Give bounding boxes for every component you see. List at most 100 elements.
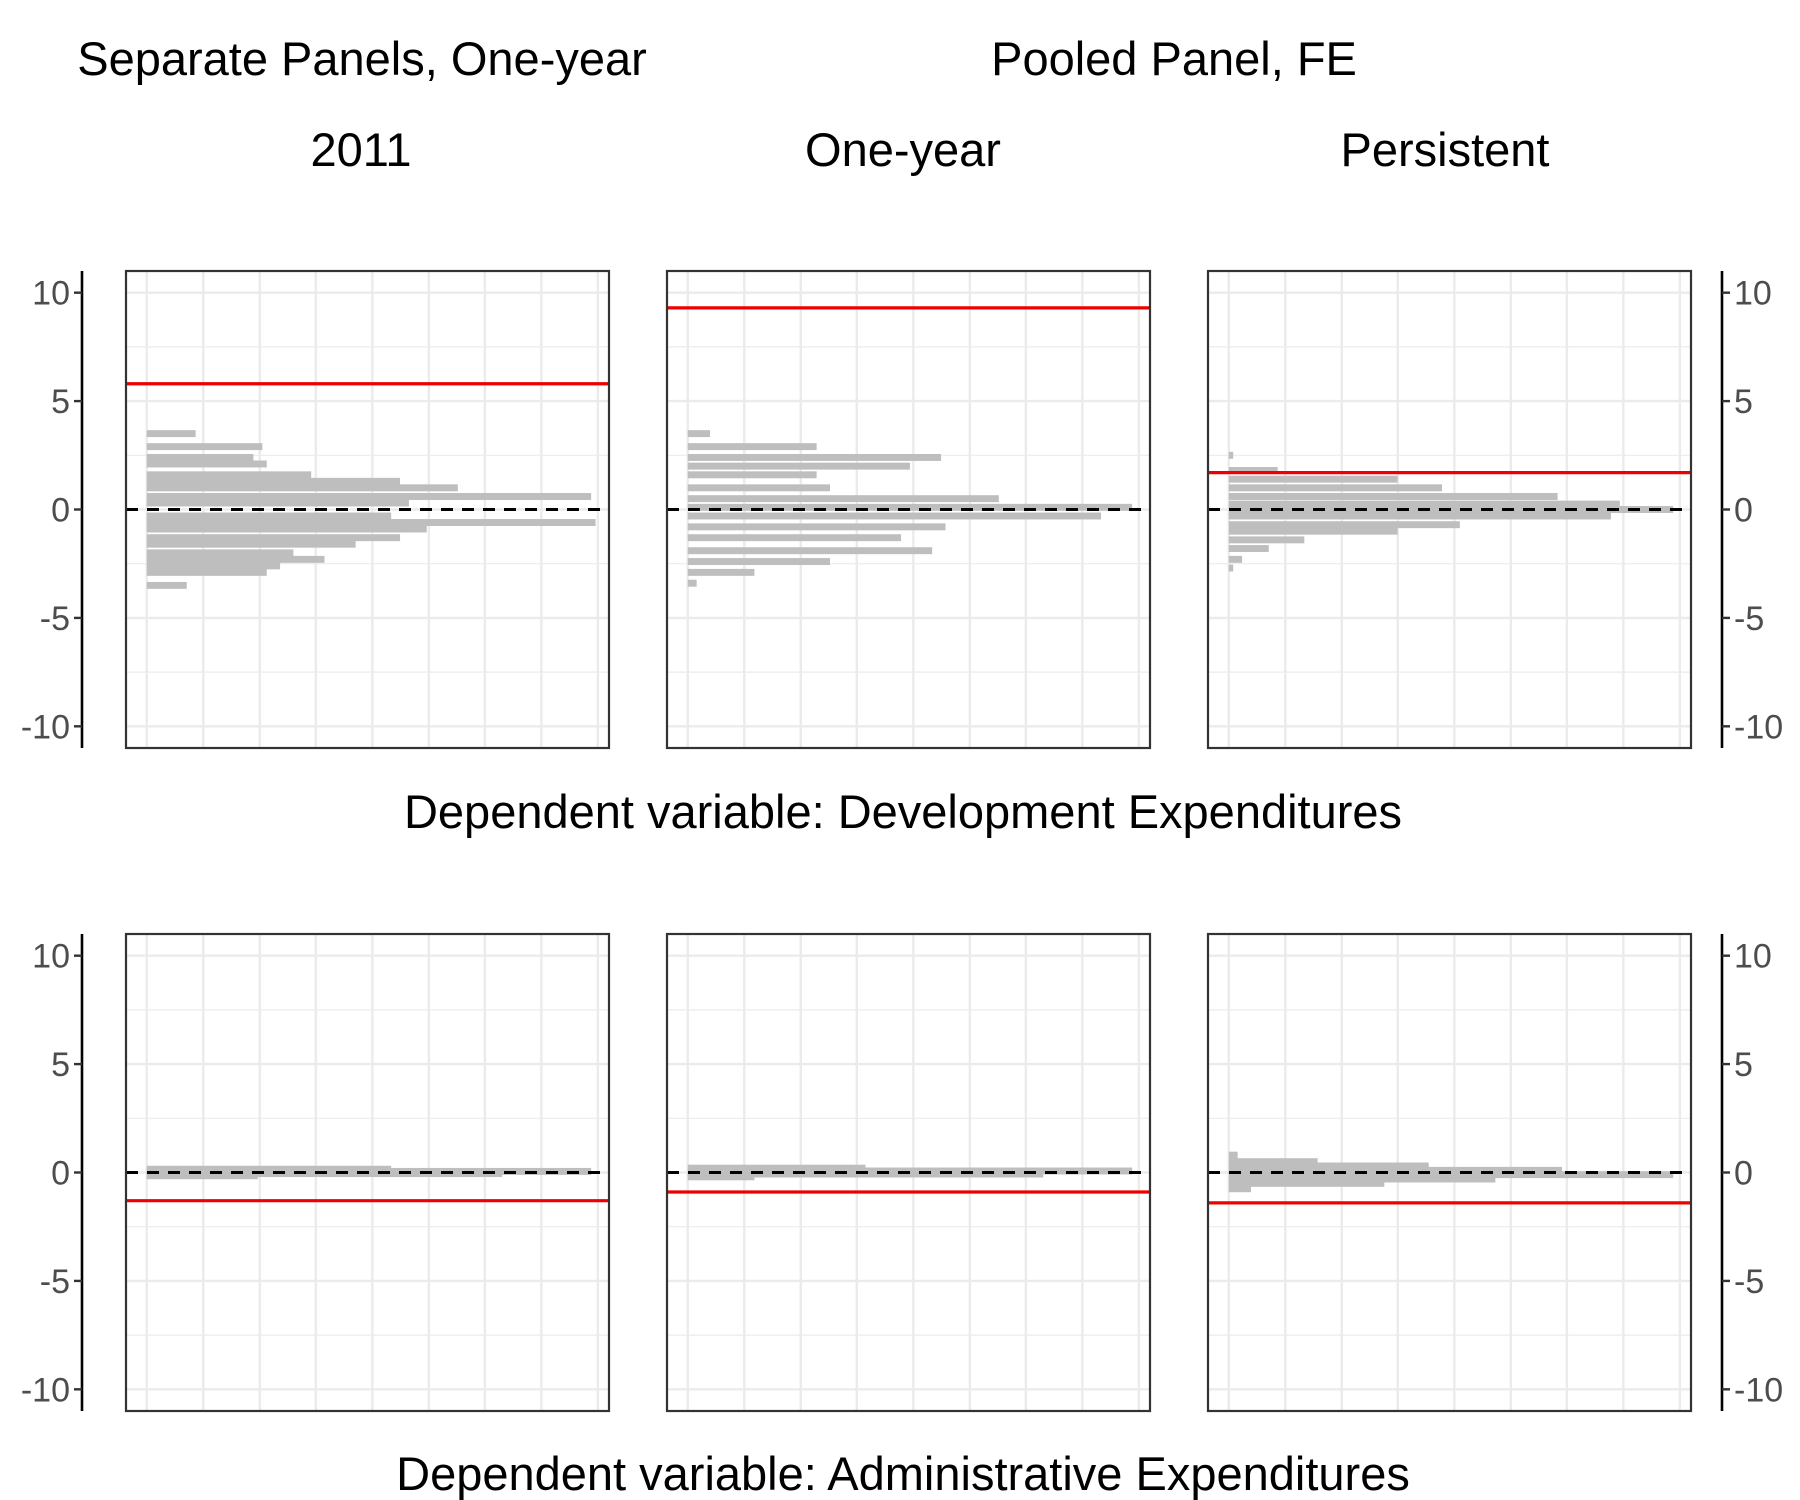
histogram-bar: [1228, 484, 1443, 492]
histogram-bar: [146, 555, 325, 563]
histogram-bar: [687, 523, 946, 531]
histogram-bar: [146, 1172, 258, 1180]
y-axis-right-dev: -10 -5 0 5 10: [1720, 271, 1783, 748]
histogram-bar: [1228, 555, 1243, 563]
y-tick-label: -10: [1734, 1371, 1783, 1409]
histogram-bar: [146, 519, 596, 526]
histogram-bar: [1228, 1166, 1563, 1174]
histogram-bar: [687, 484, 830, 492]
y-axis-left-admin: -10 -5 0 5 10: [21, 934, 84, 1411]
histogram-bar: [687, 443, 817, 451]
histogram-bar: [146, 549, 294, 557]
histogram-bar: [1228, 521, 1460, 529]
histogram-bar: [687, 534, 902, 542]
histogram-bar: [146, 581, 187, 589]
y-tick-label: -5: [40, 600, 70, 638]
histogram-bar: [1228, 1151, 1238, 1159]
header-col-2011: 2011: [310, 123, 411, 176]
histogram-bar: [1228, 493, 1558, 500]
histogram-bar: [146, 525, 427, 533]
header-separate-panels: Separate Panels, One-year: [77, 32, 647, 85]
header-pooled-panel: Pooled Panel, FE: [991, 32, 1357, 85]
histogram-bar: [1228, 512, 1611, 520]
histogram-bar: [687, 1170, 1044, 1178]
histogram-bar: [146, 540, 356, 548]
histogram-bar: [146, 430, 196, 438]
y-tick-label: 0: [51, 492, 70, 530]
histogram-bar: [687, 547, 933, 555]
histogram-bar: [1228, 475, 1398, 483]
panel-border: [665, 269, 1152, 750]
panel-border: [1206, 269, 1693, 750]
header-col-one-year: One-year: [805, 123, 1001, 176]
histogram-bar: [687, 495, 999, 503]
y-tick-label: 0: [51, 1155, 70, 1193]
y-tick-label: -10: [21, 708, 70, 746]
histogram-bar: [687, 558, 830, 566]
y-axes: -10 -5 0 5 10 -10 -5 0 5 10 -10 -5 0 5 10 -10 -5 0 5 10: [21, 271, 1783, 1411]
histogram-bar: [687, 579, 697, 587]
y-tick-label: 0: [1734, 1155, 1753, 1193]
histogram-bar: [1228, 1171, 1674, 1179]
histogram-bar: [1228, 1175, 1496, 1183]
y-tick-label: 5: [51, 383, 70, 421]
histogram-bar: [1228, 451, 1234, 459]
histogram-bar: [146, 453, 254, 461]
histogram-bar: [146, 512, 392, 520]
histogram-bar: [146, 562, 281, 570]
histogram-bar: [687, 1173, 755, 1181]
histogram-bar: [1228, 536, 1305, 544]
histogram-bar: [146, 493, 592, 500]
histogram-bar: [687, 462, 910, 470]
histogram-bar: [1228, 564, 1234, 572]
caption-administrative: Dependent variable: Administrative Expen…: [396, 1447, 1410, 1500]
y-axis-right-admin: -10 -5 0 5 10: [1720, 934, 1783, 1411]
panel-border: [1206, 932, 1693, 1413]
panel-border: [665, 932, 1152, 1413]
histogram-bar: [146, 443, 263, 451]
y-tick-label: -10: [1734, 708, 1783, 746]
panel-dev-one-year: [665, 269, 1152, 750]
panel-admin-2011: [124, 932, 611, 1413]
y-tick-label: 10: [32, 275, 70, 313]
histogram-bar: [687, 453, 942, 461]
panel-border: [124, 269, 611, 750]
histogram-bar: [1228, 1158, 1318, 1166]
panel-dev-2011: [124, 269, 611, 750]
histogram-bar: [1228, 545, 1269, 552]
y-tick-label: 10: [1734, 938, 1772, 976]
histogram-bar: [146, 484, 458, 492]
y-tick-label: 10: [32, 938, 70, 976]
histogram-bar: [146, 460, 267, 468]
panel-admin-persistent: [1206, 932, 1693, 1413]
y-tick-label: 5: [51, 1046, 70, 1084]
histogram-bar: [146, 534, 401, 542]
histogram-bar: [687, 568, 755, 576]
histogram-bar: [1228, 1179, 1385, 1187]
y-tick-label: 5: [1734, 383, 1753, 421]
y-tick-label: -5: [1734, 600, 1764, 638]
panel-admin-one-year: [665, 932, 1152, 1413]
y-tick-label: 0: [1734, 492, 1753, 530]
histogram-bar: [1228, 527, 1398, 535]
y-tick-label: 10: [1734, 275, 1772, 313]
histogram-bar: [687, 430, 710, 438]
y-tick-label: -5: [40, 1263, 70, 1301]
histogram-bar: [146, 499, 409, 507]
histogram-bar: [687, 471, 817, 479]
header-col-persistent: Persistent: [1341, 123, 1550, 176]
histogram-bar: [687, 512, 1102, 520]
histogram-bar: [1228, 467, 1278, 474]
panel-border: [124, 932, 611, 1413]
y-tick-label: -10: [21, 1371, 70, 1409]
histogram-bar: [146, 477, 401, 485]
histogram-bar: [1228, 1185, 1251, 1193]
histogram-bar: [1228, 1162, 1429, 1170]
histogram-bar: [687, 503, 1133, 511]
panels: [124, 269, 1693, 1413]
y-tick-label: -5: [1734, 1263, 1764, 1301]
histogram-bar: [146, 471, 312, 479]
histogram-bar: [146, 568, 267, 576]
y-tick-label: 5: [1734, 1046, 1753, 1084]
